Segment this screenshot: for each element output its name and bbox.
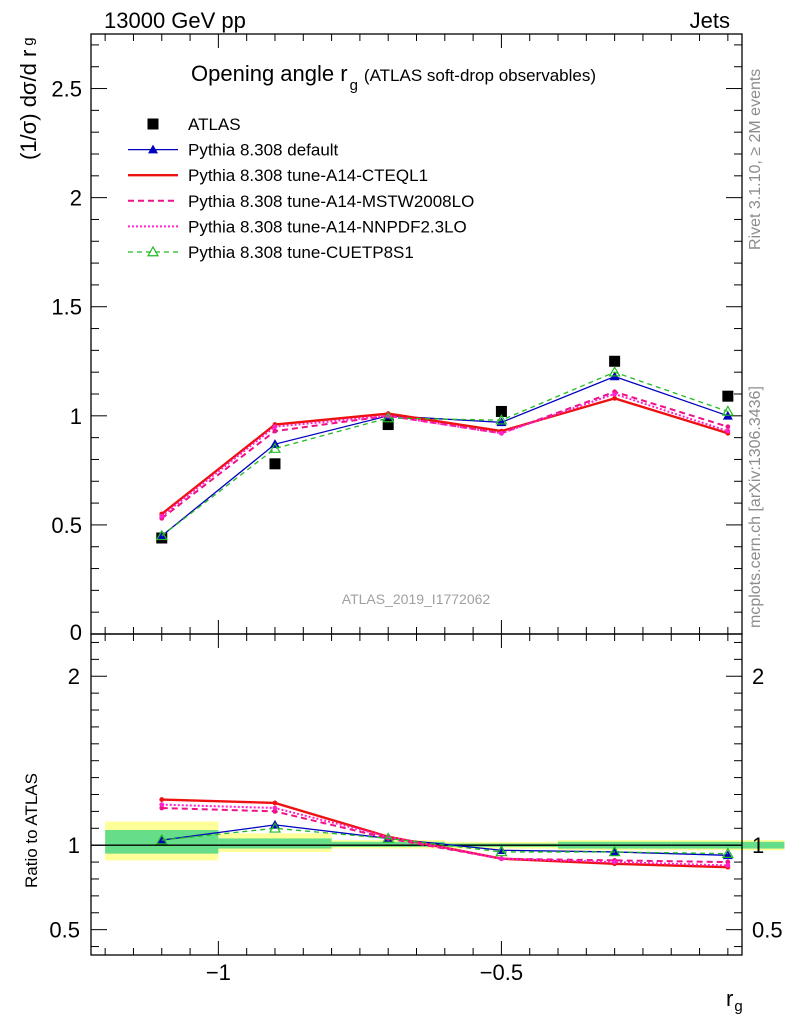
ratio-point-cuetp [382,832,395,843]
legend-marker-default [148,144,158,154]
legend: ATLAS Pythia 8.308 default Pythia 8.308 tu… [128,115,474,262]
atlas-data-point [382,419,394,431]
main-point-cuetp [495,413,508,425]
y-axis-label: (1/σ) dσ/d rg [16,37,41,160]
axes-frames: −1 −0.5 0.5 1 1.5 2 2.5 0 0.5 0.5 1 1 2 2 [49,33,783,985]
main-point-nnpdf [499,430,504,436]
main-point-cteql1 [612,395,618,401]
y-tick-label: 1.5 [51,295,82,320]
main-point-mstw [725,424,731,430]
chart-title: Opening angle r g(ATLAS soft-drop observa… [191,61,596,94]
atlas-data-point [495,405,507,417]
legend-label-atlas: ATLAS [188,115,241,134]
legend-marker-atlas [147,118,159,130]
header-right: Jets [690,8,730,33]
y-tick-label: 2.5 [51,77,82,102]
ratio-point-cteql1 [272,800,278,806]
ratio-y-tick-label-right: 1 [752,833,764,858]
atlas-data-point [609,355,621,367]
series-layer [155,355,734,870]
ratio-y-tick-label: 0.5 [49,918,80,943]
x-axis-label: rg [726,986,743,1015]
ratio-y-axis-label: Ratio to ATLAS [22,773,41,888]
ratio-point-cuetp [608,845,621,857]
ratio-point-mstw [725,859,731,865]
ratio-point-cuetp [495,845,508,857]
ratio-point-mstw [159,805,165,811]
legend-marker-cuetp [146,245,160,257]
ratio-y-tick-label: 2 [68,664,80,689]
header-left: 13000 GeV pp [104,8,246,33]
ratio-point-nnpdf [272,805,278,811]
main-point-cuetp [382,411,395,423]
main-point-cuetp [155,529,168,541]
main-point-nnpdf [159,513,165,519]
legend-label-default: Pythia 8.308 default [188,141,339,160]
ratio-point-cuetp [268,822,282,833]
main-point-cuetp [268,442,282,453]
x-tick-label: −1 [206,960,231,985]
y-tick-label-zero: 0 [70,620,82,645]
ratio-point-nnpdf [612,859,618,865]
mcplots-label: mcplots.cern.ch [arXiv:1306.3436] [747,386,764,628]
ratio-line-default [161,824,728,856]
y-tick-label: 2 [70,186,82,211]
legend-label-cteql1: Pythia 8.308 tune-A14-CTEQL1 [188,166,428,185]
ratio-point-mstw [272,808,278,814]
main-line-cteql1 [161,397,729,515]
ratio-point-cteql1 [159,797,165,802]
main-line-cuetp [161,371,729,537]
ratio-line-mstw [161,807,728,864]
legend-label-nnpdf: Pythia 8.308 tune-A14-NNPDF2.3LO [188,217,467,236]
ratio-line-nnpdf [161,803,728,867]
legend-label-mstw: Pythia 8.308 tune-A14-MSTW2008LO [188,192,474,211]
atlas-data-point [269,458,281,470]
atlas-data-point [722,390,734,402]
ratio-plot-frame [90,633,743,956]
main-point-nnpdf [612,391,618,397]
main-point-nnpdf [272,424,278,430]
ratio-point-nnpdf [159,802,165,808]
main-point-nnpdf [725,428,731,434]
main-line-nnpdf [161,392,729,517]
ratio-line-cteql1 [161,798,728,869]
y-tick-label: 1 [70,404,82,429]
ratio-band-inner [218,838,332,849]
ratio-point-cuetp [721,847,734,858]
main-point-mstw [272,428,278,434]
x-tick-label: −0.5 [480,960,523,985]
ratio-y-tick-label-right: 2 [752,664,764,689]
main-line-mstw [161,390,729,520]
rivet-label: Rivet 3.1.10, ≥ 2M events [747,69,764,250]
ratio-y-tick-label: 1 [68,833,80,858]
ratio-point-nnpdf [725,863,731,868]
y-tick-label: 0.5 [51,513,82,538]
ratio-line-cuetp [161,827,728,855]
ratio-band-inner [331,841,445,847]
legend-label-cuetp: Pythia 8.308 tune-CUETP8S1 [188,243,414,262]
main-point-cuetp [608,365,621,377]
main-point-cuetp [721,405,734,416]
ratio-point-cuetp [155,833,168,845]
analysis-label: ATLAS_2019_I1772062 [342,591,491,607]
ratio-point-nnpdf [499,856,504,862]
ratio-y-tick-label-right: 0.5 [752,918,783,943]
